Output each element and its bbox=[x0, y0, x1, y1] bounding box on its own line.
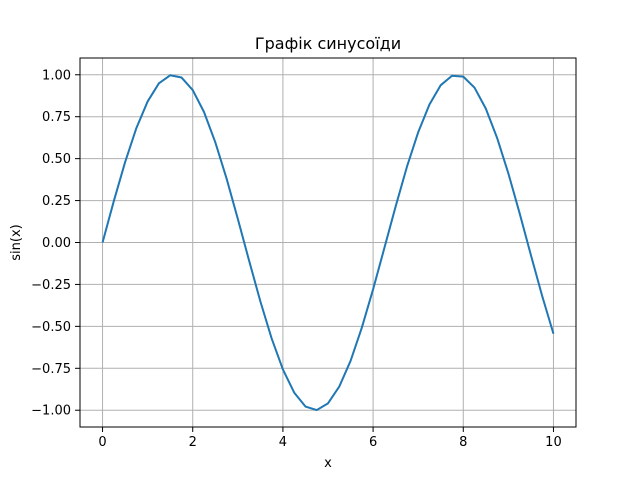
grid bbox=[80, 58, 576, 427]
x-tick-label: 8 bbox=[459, 435, 467, 450]
x-tick-label: 4 bbox=[279, 435, 287, 450]
y-tick-label: 1.00 bbox=[42, 68, 71, 83]
sine-series-line bbox=[101, 74, 555, 412]
y-tick-label: 0.75 bbox=[42, 110, 71, 125]
y-tick-label: −0.75 bbox=[31, 362, 71, 377]
y-tick-label: 0.25 bbox=[42, 194, 71, 209]
y-tick-label: −0.25 bbox=[31, 278, 71, 293]
x-tick-label: 10 bbox=[545, 435, 562, 450]
y-axis-label: sin(x) bbox=[9, 224, 24, 260]
x-tick-label: 2 bbox=[189, 435, 197, 450]
plot-area bbox=[101, 74, 555, 412]
y-tick-label: −1.00 bbox=[31, 404, 71, 419]
x-tick-label: 0 bbox=[98, 435, 106, 450]
y-tick-label: 0.00 bbox=[42, 236, 71, 251]
ticks: 0 2 4 6 8 10 −1.00 −0.75 −0.50 −0.25 0.00 0.25 0.50 0… bbox=[31, 68, 562, 450]
chart-title: Графік синусоїди bbox=[255, 34, 401, 53]
y-tick-label: −0.50 bbox=[31, 320, 71, 335]
y-tick-label: 0.50 bbox=[42, 152, 71, 167]
x-axis-label: x bbox=[324, 456, 332, 471]
x-tick-label: 6 bbox=[369, 435, 377, 450]
